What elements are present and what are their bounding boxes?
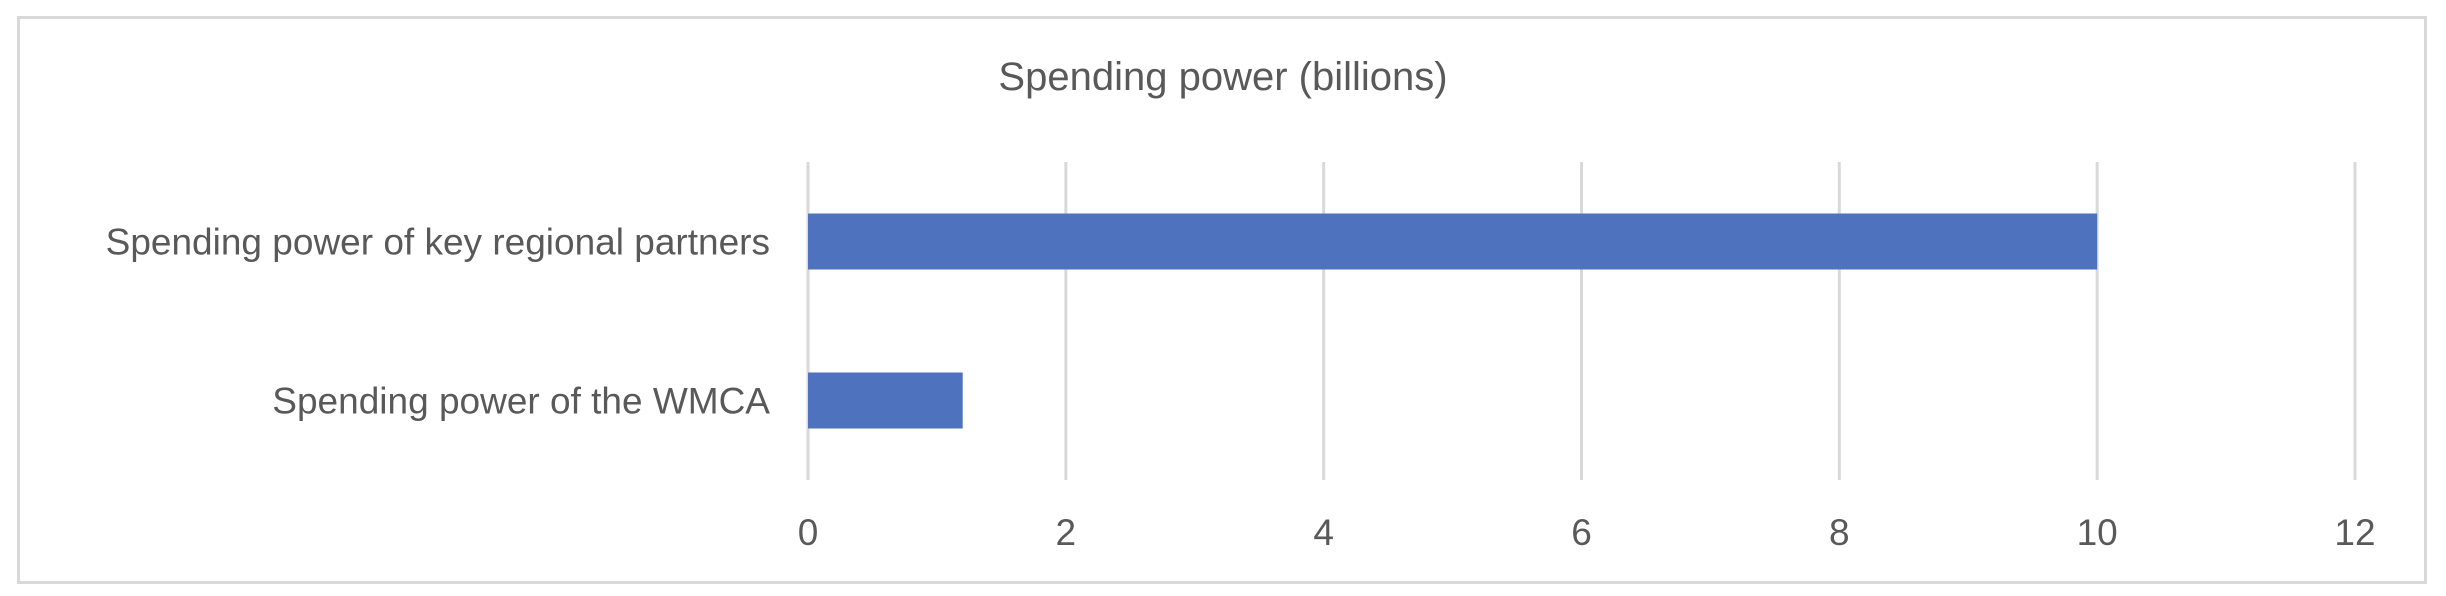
bar-0 bbox=[808, 213, 2098, 270]
category-labels: Spending power of key regional partners S… bbox=[106, 222, 771, 422]
x-tick-labels: 0 2 4 6 8 10 12 bbox=[798, 512, 2376, 553]
x-tick-label: 10 bbox=[2077, 512, 2118, 553]
bar-1 bbox=[808, 372, 963, 429]
chart-frame bbox=[17, 16, 2427, 584]
x-tick-label: 12 bbox=[2334, 512, 2375, 553]
category-label: Spending power of key regional partners bbox=[106, 222, 770, 263]
x-tick-label: 4 bbox=[1313, 512, 1334, 553]
chart-title: Spending power (billions) bbox=[998, 55, 1447, 99]
x-tick-label: 6 bbox=[1571, 512, 1592, 553]
x-tick-label: 8 bbox=[1829, 512, 1850, 553]
bars bbox=[808, 213, 2098, 429]
x-tick-label: 0 bbox=[798, 512, 819, 553]
gridlines bbox=[806, 162, 2357, 480]
x-tick-label: 2 bbox=[1056, 512, 1077, 553]
category-label: Spending power of the WMCA bbox=[272, 381, 770, 422]
